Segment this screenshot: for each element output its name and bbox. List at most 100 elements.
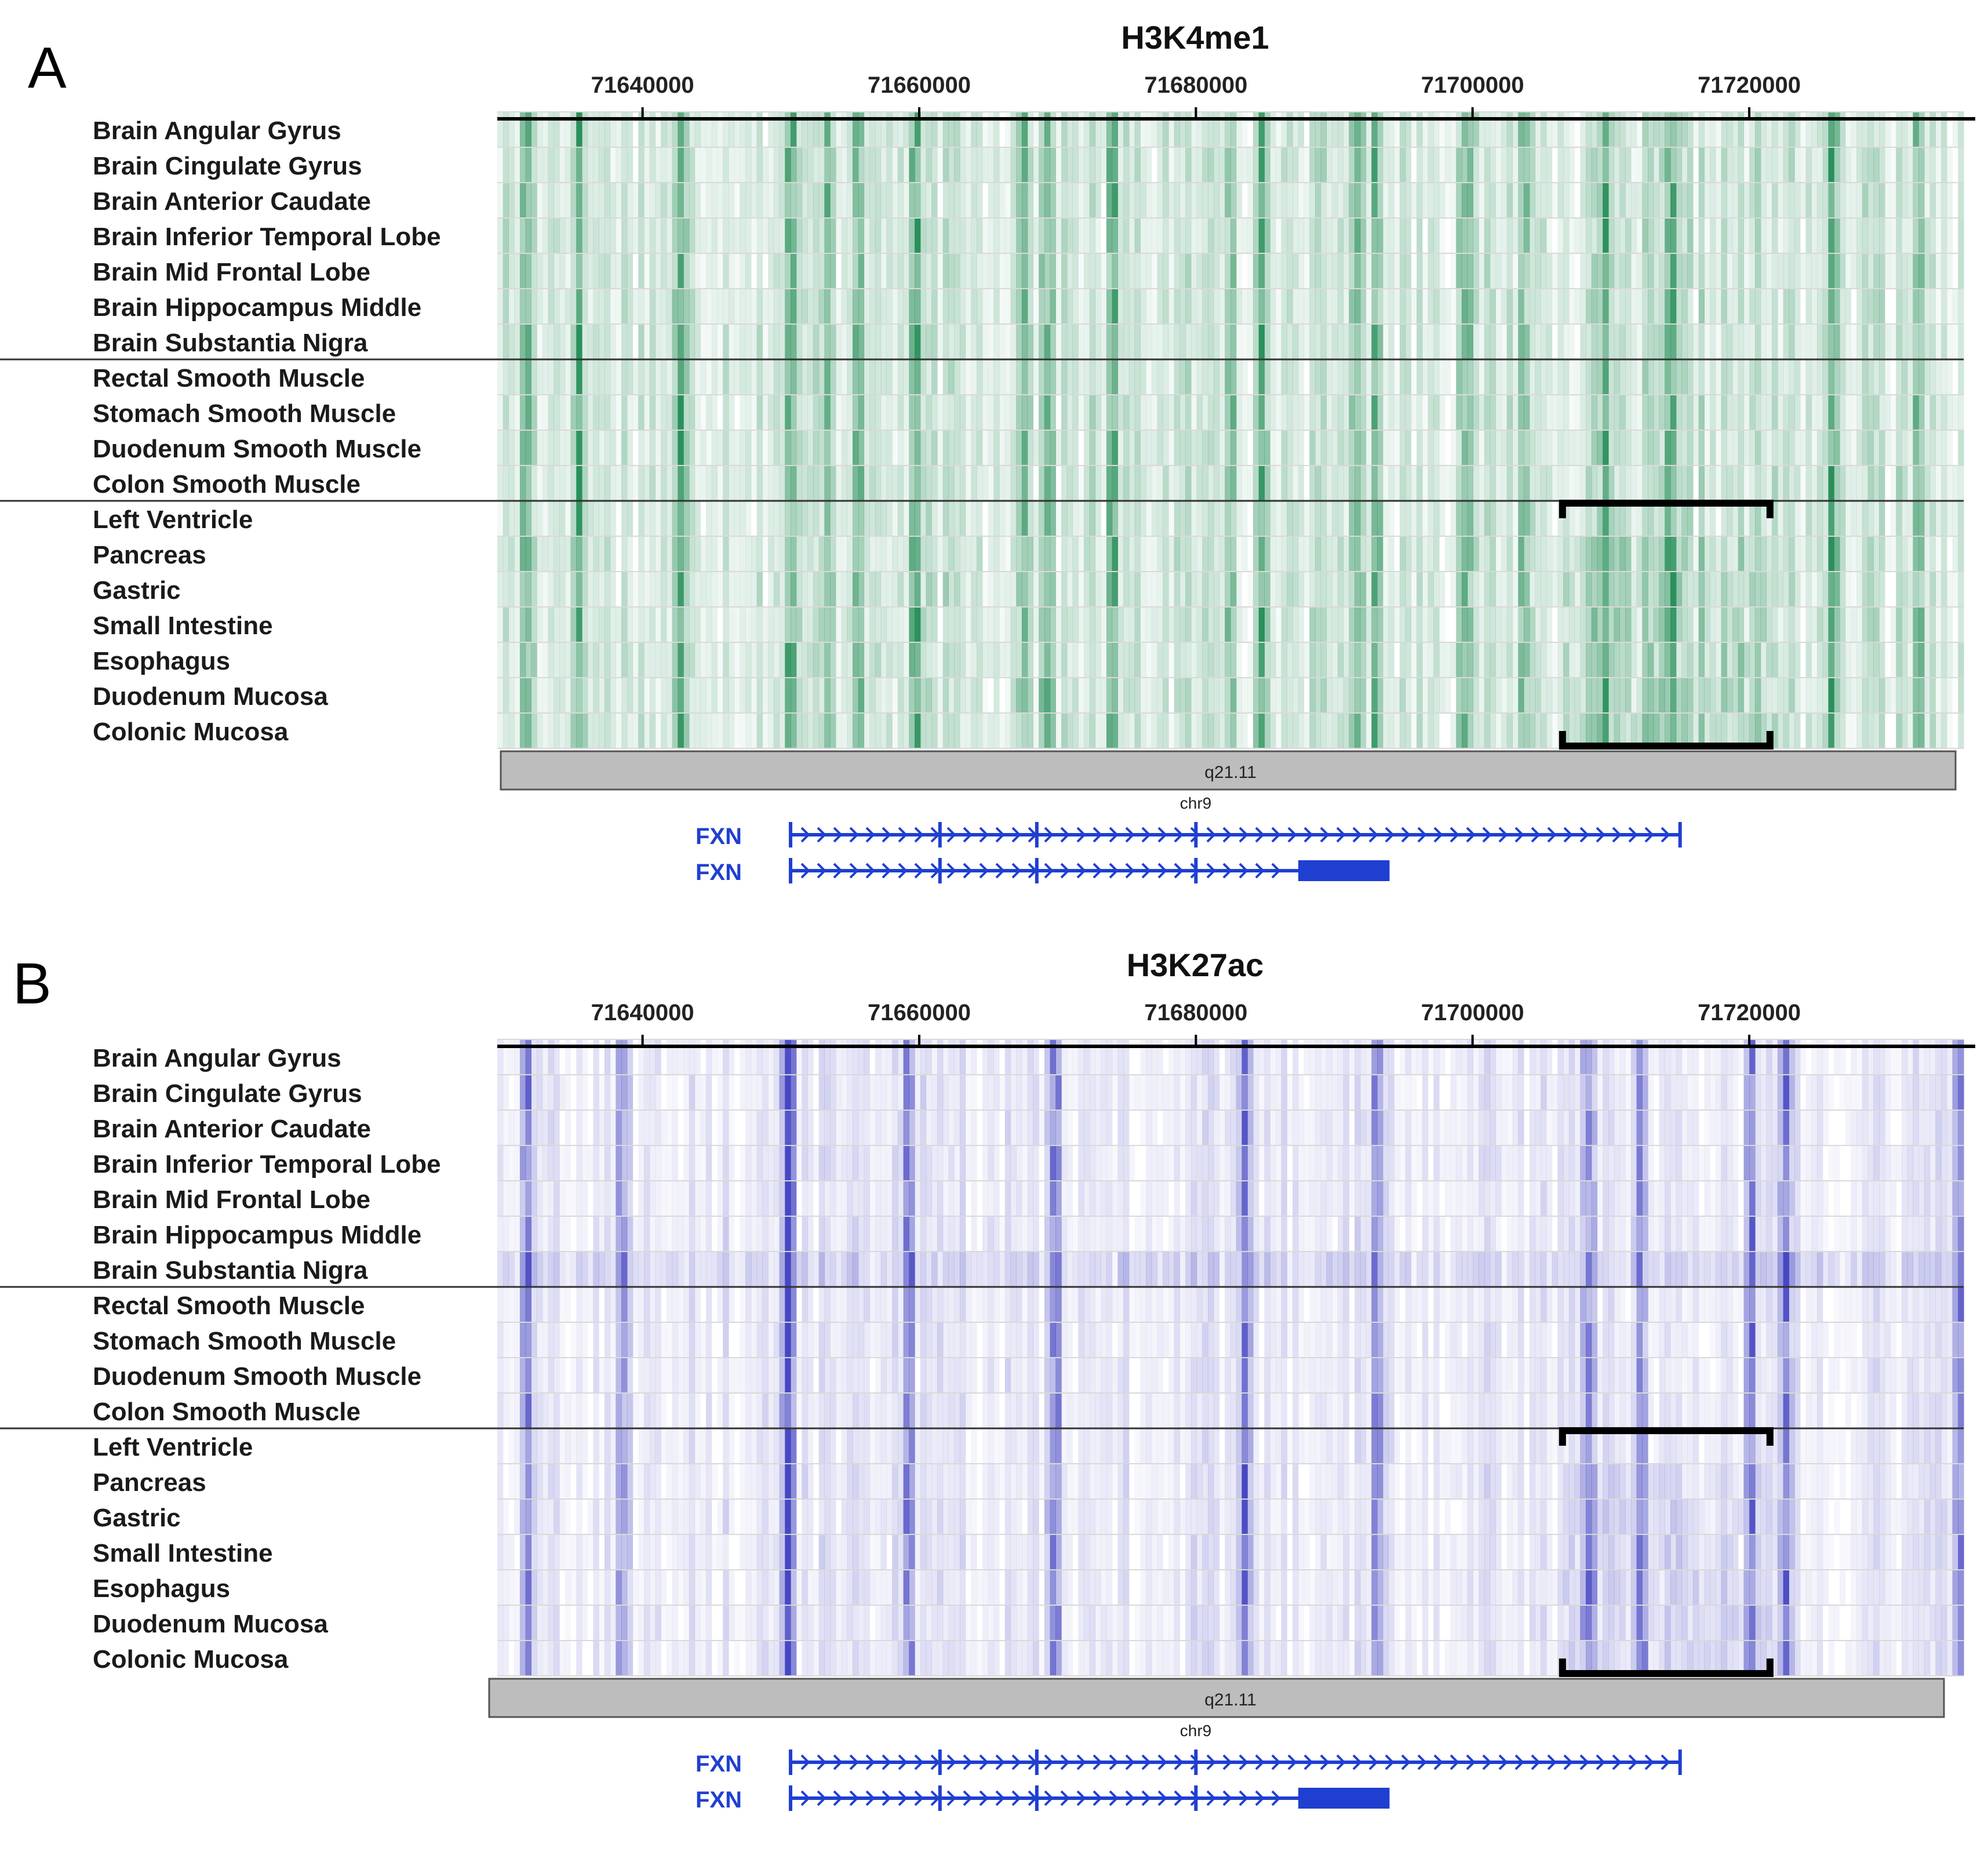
- heatmap-cell: [1761, 678, 1767, 713]
- heatmap-cell: [971, 147, 977, 183]
- heatmap-cell: [1309, 253, 1315, 289]
- heatmap-cell: [1495, 642, 1501, 678]
- heatmap-cell: [638, 324, 644, 359]
- heatmap-cell: [638, 607, 644, 642]
- heatmap-cell: [1343, 572, 1349, 607]
- heatmap-cell: [1811, 289, 1817, 324]
- heatmap-cell: [1806, 713, 1812, 748]
- heatmap-cell: [1631, 324, 1637, 359]
- heatmap-cell: [655, 324, 661, 359]
- heatmap-cell: [1817, 642, 1823, 678]
- heatmap-cell: [1823, 289, 1829, 324]
- heatmap-cell: [836, 183, 842, 218]
- heatmap-cell: [920, 430, 926, 465]
- heatmap-cell: [1676, 359, 1682, 395]
- heatmap-cell: [633, 465, 639, 501]
- heatmap-cell: [1174, 713, 1180, 748]
- heatmap-cell: [627, 1075, 633, 1110]
- heatmap-cell: [1135, 607, 1141, 642]
- heatmap-cell: [1575, 572, 1581, 607]
- heatmap-cell: [824, 607, 830, 642]
- heatmap-cell: [813, 359, 819, 395]
- heatmap-cell: [1084, 678, 1090, 713]
- heatmap-cell: [1343, 183, 1349, 218]
- heatmap-cell: [931, 678, 937, 713]
- heatmap-cell: [1552, 430, 1558, 465]
- heatmap-cell: [740, 607, 745, 642]
- heatmap-cell: [729, 324, 734, 359]
- heatmap-cell: [886, 572, 892, 607]
- heatmap-cell: [1292, 430, 1298, 465]
- heatmap-cell: [762, 183, 768, 218]
- heatmap-cell: [1891, 253, 1896, 289]
- heatmap-cell: [1067, 465, 1073, 501]
- heatmap-cell: [1360, 218, 1366, 253]
- heatmap-cell: [762, 536, 768, 572]
- heatmap-cell: [1219, 465, 1225, 501]
- heatmap-cell: [599, 430, 605, 465]
- heatmap-cell: [1789, 465, 1794, 501]
- heatmap-cell: [1721, 147, 1727, 183]
- heatmap-cell: [1011, 713, 1017, 748]
- heatmap-cell: [588, 324, 594, 359]
- heatmap-cell: [1665, 607, 1670, 642]
- heatmap-cell: [1152, 713, 1157, 748]
- heatmap-cell: [655, 678, 661, 713]
- heatmap-cell: [588, 289, 594, 324]
- heatmap-cell: [1383, 536, 1389, 572]
- heatmap-cell: [920, 642, 926, 678]
- heatmap-cell: [667, 395, 672, 430]
- heatmap-cell: [650, 572, 656, 607]
- heatmap-cell: [1732, 395, 1738, 430]
- heatmap-cell: [1406, 501, 1411, 536]
- heatmap-cell: [565, 324, 571, 359]
- heatmap-cell: [655, 359, 661, 395]
- heatmap-cell: [644, 536, 650, 572]
- heatmap-cell: [1179, 324, 1185, 359]
- heatmap-cell: [1315, 713, 1321, 748]
- heatmap-cell: [1902, 572, 1907, 607]
- heatmap-cell: [1406, 147, 1411, 183]
- heatmap-cell: [1513, 572, 1519, 607]
- heatmap-cell: [1800, 395, 1806, 430]
- heatmap-cell: [1868, 183, 1874, 218]
- heatmap-cell: [847, 147, 853, 183]
- heatmap-cell: [1738, 359, 1744, 395]
- heatmap-cell: [1073, 465, 1079, 501]
- heatmap-cell: [531, 607, 537, 642]
- heatmap-cell: [1011, 430, 1017, 465]
- heatmap-cell: [1366, 359, 1372, 395]
- heatmap-cell: [1462, 678, 1468, 713]
- heatmap-cell: [1417, 147, 1422, 183]
- heatmap-cell: [1490, 147, 1496, 183]
- heatmap-cell: [1236, 324, 1242, 359]
- heatmap-cell: [582, 324, 588, 359]
- heatmap-cell: [1744, 572, 1750, 607]
- heatmap-cell: [1400, 713, 1406, 748]
- heatmap-cell: [1422, 395, 1428, 430]
- heatmap-cell: [1856, 572, 1862, 607]
- heatmap-cell: [616, 1075, 621, 1110]
- heatmap-cell: [1479, 607, 1484, 642]
- heatmap-cell: [1101, 607, 1106, 642]
- heatmap-cell: [616, 642, 621, 678]
- heatmap-cell: [762, 147, 768, 183]
- heatmap-cell: [1834, 289, 1840, 324]
- heatmap-cell: [1845, 324, 1851, 359]
- heatmap-cell: [582, 359, 588, 395]
- heatmap-cell: [1902, 430, 1907, 465]
- heatmap-cell: [909, 289, 915, 324]
- heatmap-cell: [909, 678, 915, 713]
- heatmap-cell: [1355, 536, 1360, 572]
- heatmap-cell: [1744, 218, 1750, 253]
- heatmap-cell: [1490, 678, 1496, 713]
- heatmap-cell: [869, 395, 875, 430]
- heatmap-cell: [1112, 642, 1118, 678]
- heatmap-cell: [1411, 536, 1417, 572]
- heatmap-cell: [661, 536, 667, 572]
- heatmap-cell: [1406, 324, 1411, 359]
- heatmap-cell: [1343, 642, 1349, 678]
- heatmap-cell: [858, 572, 864, 607]
- heatmap-cell: [1924, 289, 1930, 324]
